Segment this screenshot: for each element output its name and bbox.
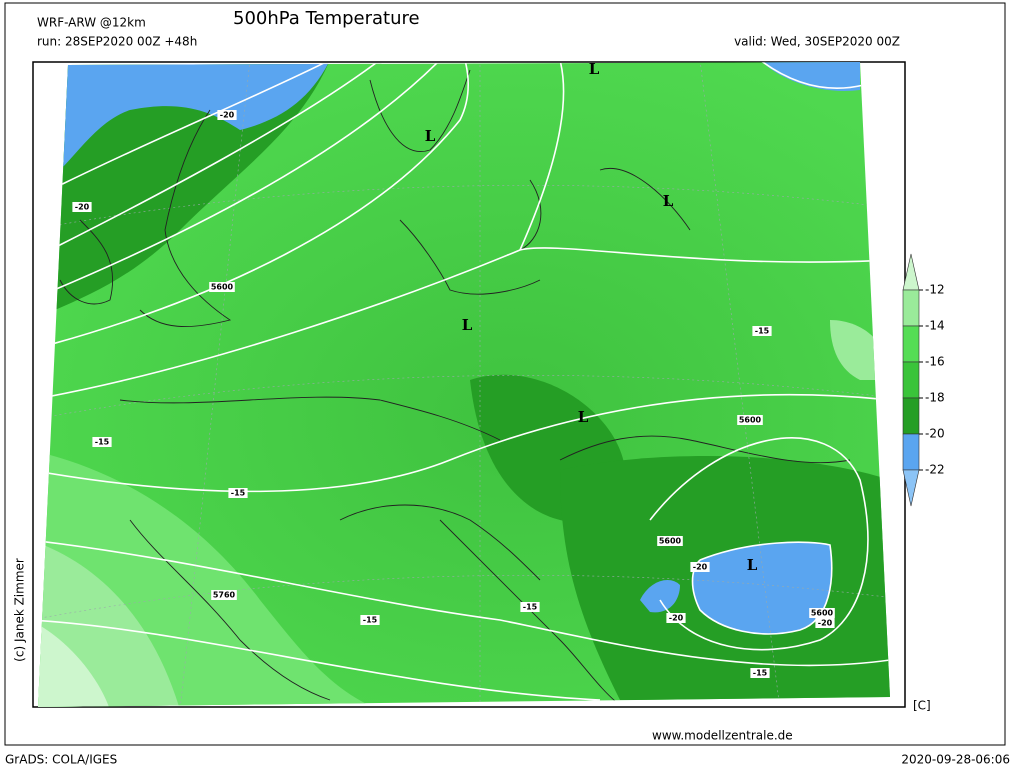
label-box	[209, 282, 235, 292]
low-marker: L	[578, 408, 589, 426]
contour-label: -20	[220, 111, 235, 120]
contour-label: -15	[523, 603, 538, 612]
colorbar-cap	[902, 469, 920, 507]
contour-label: -15	[753, 669, 768, 678]
contour-label: 5600	[211, 283, 234, 292]
contour-label: -20	[75, 203, 90, 212]
contour-label: 5600	[811, 609, 834, 618]
contour-label: -20	[818, 619, 833, 628]
label-box	[750, 668, 770, 678]
field	[60, 62, 330, 170]
colorbar-band	[902, 289, 920, 327]
low-marker: L	[425, 127, 436, 145]
contour-label: -15	[95, 438, 110, 447]
low-marker: L	[747, 556, 758, 574]
colorbar-tick-label: -14	[925, 319, 945, 333]
colorbar-band	[902, 361, 920, 399]
map	[38, 62, 890, 707]
field	[760, 62, 860, 91]
title: 500hPa Temperature	[233, 8, 420, 29]
label-box	[228, 488, 248, 498]
field	[640, 580, 680, 613]
colorbar-tick-label: -12	[925, 283, 945, 297]
low-marker: L	[589, 60, 600, 78]
label-box	[737, 415, 763, 425]
label-box	[92, 437, 112, 447]
label-box	[360, 615, 380, 625]
colorbar-band	[902, 325, 920, 363]
outer-frame	[4, 2, 1006, 746]
website: www.modellzentrale.de	[652, 729, 793, 743]
label-box	[690, 562, 710, 572]
label-box	[520, 602, 540, 612]
label-box	[815, 618, 835, 628]
label-box	[72, 202, 92, 212]
colorbar-band	[902, 397, 920, 435]
label-box	[657, 536, 683, 546]
contour-label: -20	[693, 563, 708, 572]
contours	[38, 62, 890, 701]
label-box	[217, 110, 237, 120]
colorbar-tick-label: -16	[925, 355, 945, 369]
contour-label: -20	[669, 614, 684, 623]
software: GrADS: COLA/IGES	[5, 753, 117, 767]
contour-label: -15	[755, 327, 770, 336]
contour-label: 5760	[213, 591, 236, 600]
valid-label: valid: Wed, 30SEP2020 00Z	[734, 35, 900, 49]
label-box	[666, 613, 686, 623]
contour-label: -15	[231, 489, 246, 498]
colorbar-tick-label: -22	[925, 463, 945, 477]
label-box	[211, 590, 237, 600]
contour-label: 5600	[739, 416, 762, 425]
field	[38, 620, 110, 707]
copyright: (c) Janek Zimmer	[13, 558, 27, 662]
colorbar-tick-label: -20	[925, 427, 945, 441]
graticule	[38, 62, 890, 707]
label-box	[752, 326, 772, 336]
coastlines	[59, 69, 851, 706]
colorbar-band	[902, 433, 920, 471]
unit-label: [C]	[913, 699, 931, 713]
field	[692, 542, 832, 634]
colorbar: -12 -14 -16 -18 -20 -22	[902, 253, 945, 507]
colorbar-tick-label: -18	[925, 391, 945, 405]
model-label: WRF-ARW @12km	[37, 16, 146, 30]
low-marker: L	[462, 316, 473, 334]
label-box	[809, 608, 835, 618]
contour-label: -15	[363, 616, 378, 625]
run-label: run: 28SEP2020 00Z +48h	[37, 35, 197, 49]
timestamp: 2020-09-28-06:06	[901, 753, 1010, 767]
contour-label: 5600	[659, 537, 682, 546]
low-marker: L	[663, 192, 674, 210]
map-labels: LLLLLL-20-20-15-15-15-15-15-15-20-20-205…	[72, 60, 835, 678]
